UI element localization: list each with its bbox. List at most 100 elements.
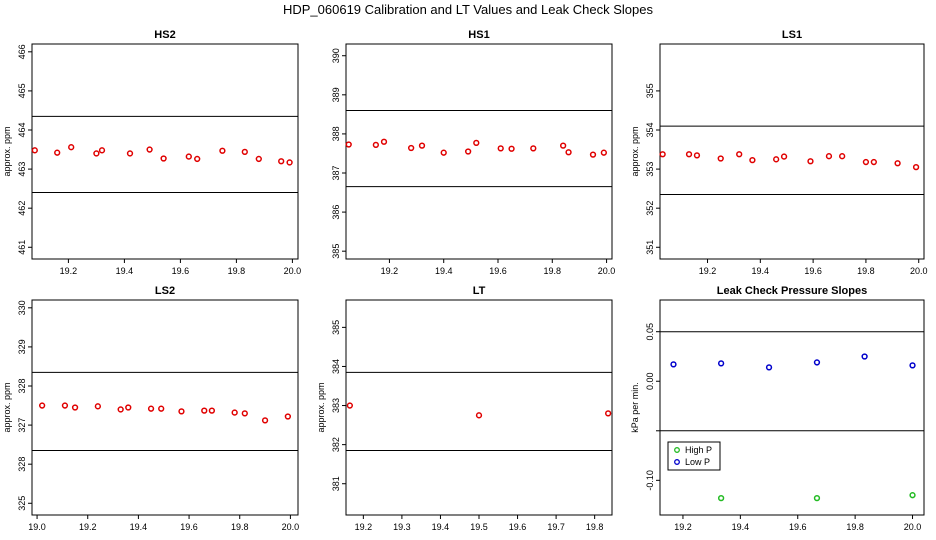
chart-3-point [38, 402, 46, 409]
chart-3-point [94, 403, 102, 410]
chart-2-point [659, 151, 666, 158]
chart-2-xtick-label: 19.4 [752, 266, 770, 276]
chart-1-point [497, 145, 504, 152]
chart-3-point [261, 417, 269, 424]
chart-3-point [125, 404, 132, 411]
chart-2-xtick-label: 19.2 [699, 266, 717, 276]
chart-0-xtick-label: 19.8 [228, 266, 246, 276]
chart-3-xtick-label: 19.2 [79, 522, 97, 532]
chart-2-point [825, 153, 833, 160]
chart-2-ylabel: approx. ppm [630, 126, 640, 176]
chart-2-point [807, 158, 814, 165]
chart-1-point [440, 149, 447, 156]
chart-3-point [158, 405, 165, 412]
chart-3-point [61, 402, 69, 409]
chart-3-xtick-label: 20.0 [282, 522, 300, 532]
chart-4-ytick-label: 384 [331, 359, 341, 374]
chart-5-legend-marker [674, 447, 680, 453]
chart-2-point [693, 152, 701, 159]
chart-2-point [894, 160, 901, 167]
chart-3-point [284, 413, 292, 420]
chart-1-point [530, 145, 537, 152]
chart-0-point [126, 150, 134, 157]
chart-1-xtick-label: 19.2 [381, 266, 399, 276]
chart-0-point [185, 153, 192, 160]
chart-0-point [31, 147, 38, 154]
chart-5-legend-label: Low P [685, 457, 710, 467]
chart-3-ytick-label: 329 [17, 339, 27, 354]
chart-5-point [813, 359, 821, 366]
chart-2-point [736, 151, 743, 158]
chart-3-ytick-label: 328 [17, 378, 27, 393]
chart-5-group: Leak Check Pressure Slopes kPa per min. 19… [630, 285, 925, 532]
chart-1-point [559, 142, 567, 149]
chart-0-point [54, 149, 61, 156]
chart-4-point [475, 412, 483, 419]
chart-5-legend-box [667, 441, 721, 471]
chart-1-point [407, 144, 415, 152]
chart-4-ytick-label: 385 [331, 320, 341, 335]
chart-4-xtick-label: 19.8 [586, 522, 604, 532]
chart-0-point [93, 150, 100, 157]
chart-3-xtick-label: 19.4 [130, 522, 148, 532]
chart-1-xtick-label: 19.6 [489, 266, 507, 276]
chart-0-group: HS2 approx. ppm 19.2 19.4 19.6 19.8 20.0 461 462… [2, 29, 301, 276]
chart-4-group: LT approx. ppm 19.2 19.3 19.4 19.5 19.6 19.7 19.… [316, 285, 613, 532]
chart-1-point [345, 141, 352, 148]
chart-0-xtick-label: 19.6 [172, 266, 190, 276]
chart-5-xtick-label: 19.2 [674, 522, 692, 532]
chart-3-ytick-label: 327 [17, 418, 27, 433]
chart-0-xtick-label: 19.4 [116, 266, 134, 276]
chart-0-point [160, 155, 167, 162]
chart-1-ytick-label: 387 [331, 165, 341, 180]
chart-1-point [589, 151, 597, 158]
chart-1-xtick-label: 19.4 [435, 266, 453, 276]
chart-1-point [565, 149, 572, 156]
chart-2-xtick-label: 19.8 [857, 266, 875, 276]
chart-2-ytick-label: 351 [645, 240, 655, 255]
chart-1-frame [345, 43, 613, 260]
chart-4-xtick-label: 19.3 [393, 522, 411, 532]
chart-2-point [862, 158, 870, 166]
chart-0-ytick-label: 466 [17, 44, 27, 59]
chart-0-xtick-label: 19.2 [60, 266, 78, 276]
chart-0-ytick-label: 465 [17, 83, 27, 98]
figure-title: HDP_060619 Calibration and LT Values and… [282, 2, 654, 17]
chart-1-point [600, 149, 608, 156]
chart-0-ytick-label: 462 [17, 201, 27, 216]
chart-5-point [813, 495, 821, 502]
chart-3-ytick-label: 325 [17, 496, 27, 511]
chart-3-frame [31, 299, 299, 516]
chart-5-point [670, 361, 677, 368]
chart-1-ytick-label: 388 [331, 126, 341, 141]
chart-2-group: LS1 approx. ppm 19.2 19.4 19.6 19.8 20.0 351 352… [630, 29, 927, 276]
chart-5-title: Leak Check Pressure Slopes [717, 285, 867, 297]
chart-2-xtick-label: 19.6 [804, 266, 822, 276]
chart-1-point [464, 148, 472, 155]
chart-0-point [286, 159, 293, 166]
chart-0-point [98, 147, 106, 154]
chart-3-point [71, 404, 79, 411]
chart-1-ytick-label: 390 [331, 48, 341, 63]
chart-2-point [773, 156, 780, 163]
chart-1-group: HS1 19.2 19.4 19.6 19.8 20.0 385 386 387 388 389 39… [331, 29, 615, 276]
chart-0-point [278, 158, 285, 165]
chart-0-point [146, 146, 153, 153]
chart-2-point [717, 155, 724, 162]
chart-1-xtick-label: 20.0 [598, 266, 616, 276]
chart-3-point [231, 409, 238, 416]
chart-3-ylabel: approx. ppm [2, 382, 12, 432]
chart-3-ytick-label: 330 [17, 300, 27, 315]
chart-2-ytick-label: 354 [645, 122, 655, 137]
chart-4-ytick-label: 383 [331, 398, 341, 413]
chart-0-title: HS2 [154, 29, 175, 41]
chart-0-point [255, 155, 262, 163]
chart-5-xtick-label: 19.8 [846, 522, 864, 532]
chart-5-legend-marker [674, 459, 680, 465]
chart-5-point [717, 495, 725, 502]
chart-2-point [749, 156, 756, 164]
chart-0-ytick-label: 464 [17, 122, 27, 137]
chart-5-point [765, 364, 773, 371]
